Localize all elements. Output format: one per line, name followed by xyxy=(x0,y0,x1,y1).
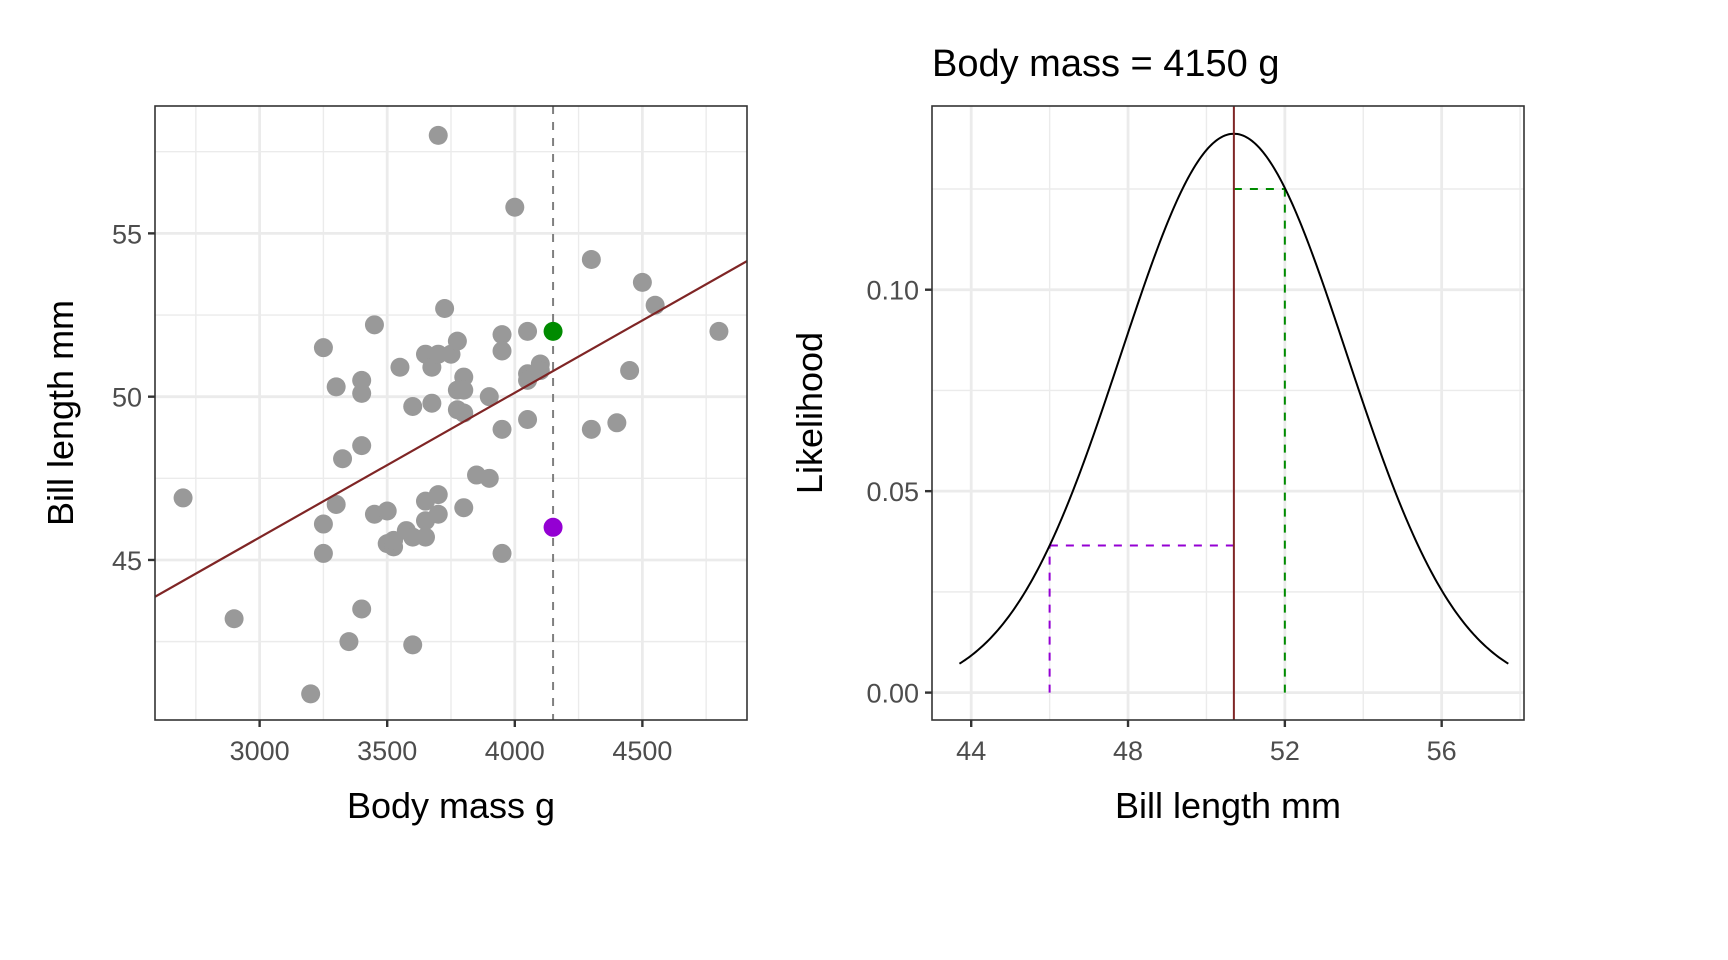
likelihood-marks xyxy=(958,106,1509,720)
x-tick-label: 4500 xyxy=(612,736,672,766)
data-point xyxy=(492,325,512,345)
data-point xyxy=(352,370,372,390)
data-point xyxy=(352,436,372,456)
y-tick-label: 55 xyxy=(112,219,142,249)
data-point xyxy=(581,250,601,269)
scatter-axis-ticks: 3000 3500 4000 4500 45 50 55 xyxy=(112,219,672,766)
data-point xyxy=(645,295,665,315)
data-point xyxy=(454,498,474,518)
data-point xyxy=(428,504,448,524)
data-point xyxy=(709,321,729,341)
y-tick-label: 50 xyxy=(112,383,142,413)
likelihood-panel-border xyxy=(931,105,1525,721)
data-point xyxy=(333,449,353,469)
likelihood-plot-title: Body mass = 4150 g xyxy=(932,43,1280,85)
data-point xyxy=(301,684,321,704)
scatter-x-axis-title: Body mass g xyxy=(347,785,555,826)
likelihood-panel: Body mass = 4150 g 44 48 52 560.000.050.10 … xyxy=(789,43,1525,826)
data-point xyxy=(352,383,372,403)
data-point xyxy=(377,501,397,521)
data-point xyxy=(620,361,640,381)
data-point xyxy=(313,543,333,563)
x-tick-label: 3000 xyxy=(230,736,290,766)
data-point xyxy=(403,635,423,655)
data-point xyxy=(173,488,193,508)
data-point xyxy=(492,543,512,563)
data-point xyxy=(518,321,538,341)
data-point xyxy=(435,298,455,318)
data-point xyxy=(581,419,601,439)
data-point xyxy=(313,514,333,534)
highlighted-point-low xyxy=(543,517,563,537)
data-point xyxy=(313,338,333,358)
data-point xyxy=(479,468,499,488)
scatter-y-axis-title: Bill length mm xyxy=(40,300,81,526)
data-point xyxy=(505,197,525,217)
data-point xyxy=(390,357,410,377)
regression-line xyxy=(155,260,747,598)
x-tick-label: 52 xyxy=(1270,736,1300,766)
data-point xyxy=(428,125,448,145)
data-point xyxy=(224,609,244,629)
likelihood-axis-ticks: 44 48 52 56 0.00 0.05 0.10 xyxy=(866,276,1456,766)
x-tick-label: 56 xyxy=(1427,736,1457,766)
y-tick-label: 0.10 xyxy=(866,276,919,306)
data-point xyxy=(607,413,627,433)
scatter-panel: 3000 3500 4000 4500 45 50 55 Body mass g Bill … xyxy=(40,105,748,826)
data-point xyxy=(352,599,372,619)
data-point xyxy=(326,377,346,397)
data-point xyxy=(632,272,652,292)
y-tick-label: 0.05 xyxy=(866,477,919,507)
data-point xyxy=(403,396,423,416)
data-point xyxy=(492,419,512,439)
data-point xyxy=(454,367,474,387)
data-point xyxy=(339,632,359,652)
data-point xyxy=(454,380,474,400)
x-tick-label: 4000 xyxy=(485,736,545,766)
x-tick-label: 44 xyxy=(956,736,986,766)
likelihood-x-axis-title: Bill length mm xyxy=(1115,785,1341,826)
scatter-marks xyxy=(155,106,747,720)
data-point xyxy=(447,331,467,351)
scatter-panel-border xyxy=(154,105,748,721)
y-tick-label: 0.00 xyxy=(866,679,919,709)
data-point xyxy=(454,403,474,423)
x-tick-label: 48 xyxy=(1113,736,1143,766)
data-point xyxy=(518,410,538,430)
data-point xyxy=(415,527,435,547)
data-point xyxy=(422,393,442,413)
x-tick-label: 3500 xyxy=(357,736,417,766)
highlighted-point-high xyxy=(543,321,563,341)
data-point xyxy=(326,494,346,514)
data-point xyxy=(492,341,512,361)
likelihood-y-axis-title: Likelihood xyxy=(789,332,830,494)
y-tick-label: 45 xyxy=(112,546,142,576)
data-point xyxy=(364,315,384,335)
data-point xyxy=(428,485,448,505)
data-point xyxy=(479,387,499,407)
